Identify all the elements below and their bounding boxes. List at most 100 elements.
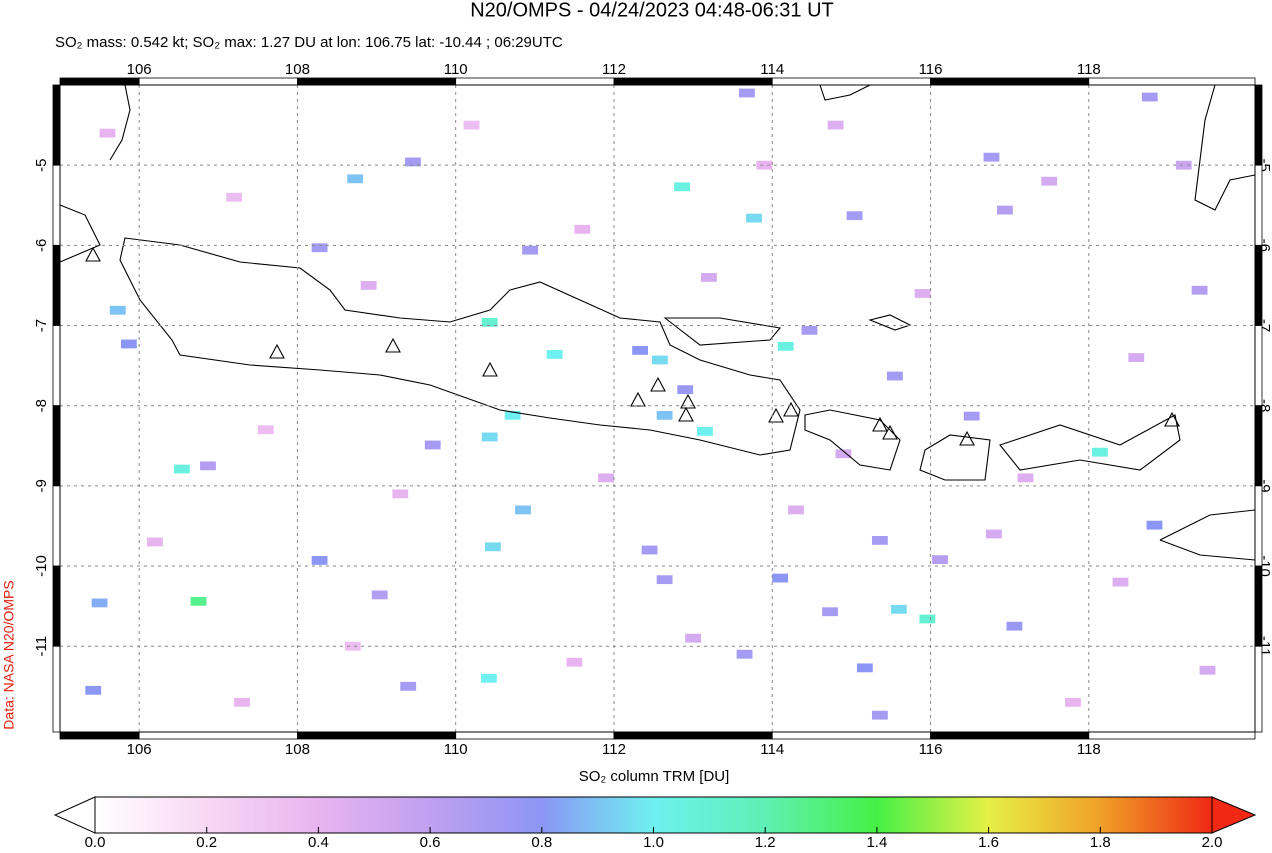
volcano xyxy=(882,424,898,440)
y-tick-label: -8 xyxy=(33,399,50,412)
so2-cell xyxy=(697,426,713,436)
y-tick-label: -5 xyxy=(33,159,50,172)
frame-bar xyxy=(1254,405,1263,487)
frame-bar xyxy=(771,77,931,86)
x-tick-label: 118 xyxy=(1077,61,1101,78)
subtitle: SO₂ mass: 0.542 kt; SO₂ max: 1.27 DU at … xyxy=(55,34,563,51)
so2-cell xyxy=(739,88,755,98)
so2-cell xyxy=(109,305,126,315)
frame-bar xyxy=(930,731,1090,740)
x-tick-label: 116 xyxy=(919,61,943,78)
frame-bar xyxy=(52,244,61,326)
so2-cell xyxy=(746,213,762,223)
x-tick-label: 118 xyxy=(1077,741,1101,758)
volcano xyxy=(872,416,888,432)
frame-bar xyxy=(52,84,61,166)
volcano xyxy=(269,343,285,359)
so2-cell xyxy=(983,152,1000,162)
so2-cell xyxy=(190,596,207,606)
coastline xyxy=(819,84,871,101)
frame-bar xyxy=(1254,565,1263,647)
x-tick-label: 114 xyxy=(760,741,784,758)
so2-cell xyxy=(463,120,480,130)
so2-cell xyxy=(772,573,789,583)
x-tick-label: 116 xyxy=(919,741,943,758)
frame-bar xyxy=(52,565,61,647)
volcano xyxy=(678,406,694,422)
frame-bar xyxy=(1254,244,1263,326)
so2-cell xyxy=(656,575,673,585)
frame-bar xyxy=(52,164,61,246)
so2-cell xyxy=(1112,577,1129,587)
coastline xyxy=(59,204,101,263)
so2-cell xyxy=(1191,285,1208,295)
frame-bar xyxy=(59,77,140,86)
x-tick-label: 106 xyxy=(127,741,152,758)
so2-cell xyxy=(632,345,649,355)
so2-cell xyxy=(656,410,673,420)
so2-cell xyxy=(400,681,417,691)
frame-bar xyxy=(52,325,61,407)
so2-cell xyxy=(481,673,497,683)
so2-cell xyxy=(504,410,521,420)
frame-bar xyxy=(1254,485,1263,567)
so2-cell xyxy=(481,432,498,442)
so2-cell xyxy=(1175,160,1192,170)
title: N20/OMPS - 04/24/2023 04:48-06:31 UT xyxy=(470,0,834,21)
frame-bar xyxy=(1254,325,1263,407)
so2-cell xyxy=(371,590,388,600)
volcano xyxy=(630,391,646,407)
frame-bar xyxy=(1088,77,1256,86)
credit: Data: NASA N20/OMPS xyxy=(1,580,17,729)
volcano xyxy=(680,393,696,409)
so2-cell xyxy=(257,425,274,435)
so2-cell xyxy=(801,325,818,335)
so2-cell xyxy=(99,128,116,138)
coastline xyxy=(804,409,901,471)
frame-bar xyxy=(455,77,615,86)
x-tick-label: 110 xyxy=(444,741,468,758)
so2-cell xyxy=(481,317,498,327)
volcano xyxy=(959,430,975,446)
cells xyxy=(85,88,1216,720)
colorbar: SO₂ column TRM [DU] 0.0 0.2 0.4 0.6 0.8 1.0 1.… xyxy=(53,768,1257,851)
so2-cell xyxy=(515,505,531,515)
coastline xyxy=(1159,509,1256,561)
so2-cell xyxy=(405,157,421,167)
frame-bar xyxy=(930,77,1090,86)
frame-bar xyxy=(771,731,931,740)
volcano xyxy=(85,246,101,262)
coastline xyxy=(119,237,801,456)
volcano xyxy=(650,376,666,392)
so2-cell xyxy=(985,529,1002,539)
so2-cell xyxy=(1091,447,1108,457)
volcano xyxy=(783,401,799,417)
frame-bar xyxy=(297,731,457,740)
so2-cell xyxy=(677,385,694,395)
so2-cell xyxy=(360,281,377,290)
so2-cell xyxy=(522,245,538,255)
so2-cell xyxy=(226,192,243,202)
colorbar-tick-label: 0.4 xyxy=(308,834,329,851)
so2-cell xyxy=(788,505,804,515)
so2-cell xyxy=(120,339,137,349)
frame-bar xyxy=(455,731,615,740)
so2-cell xyxy=(344,641,361,651)
so2-cell xyxy=(651,355,668,365)
x-tick-label: 112 xyxy=(602,61,626,78)
volcano xyxy=(768,407,784,423)
frame-bar xyxy=(138,77,298,86)
volcano xyxy=(385,337,401,353)
volcano xyxy=(482,361,498,377)
coastline xyxy=(999,414,1181,471)
colorbar-tick-label: 1.0 xyxy=(643,834,664,851)
so2-cell xyxy=(311,243,328,253)
so2-cell xyxy=(1006,621,1023,631)
frame-bar xyxy=(1254,84,1263,166)
x-tick-label: 108 xyxy=(285,741,310,758)
so2-cell xyxy=(1017,473,1034,483)
so2-cell xyxy=(85,685,102,695)
colorbar-tick-label: 1.4 xyxy=(866,834,887,851)
colorbar-tick-label: 0.2 xyxy=(196,834,217,851)
